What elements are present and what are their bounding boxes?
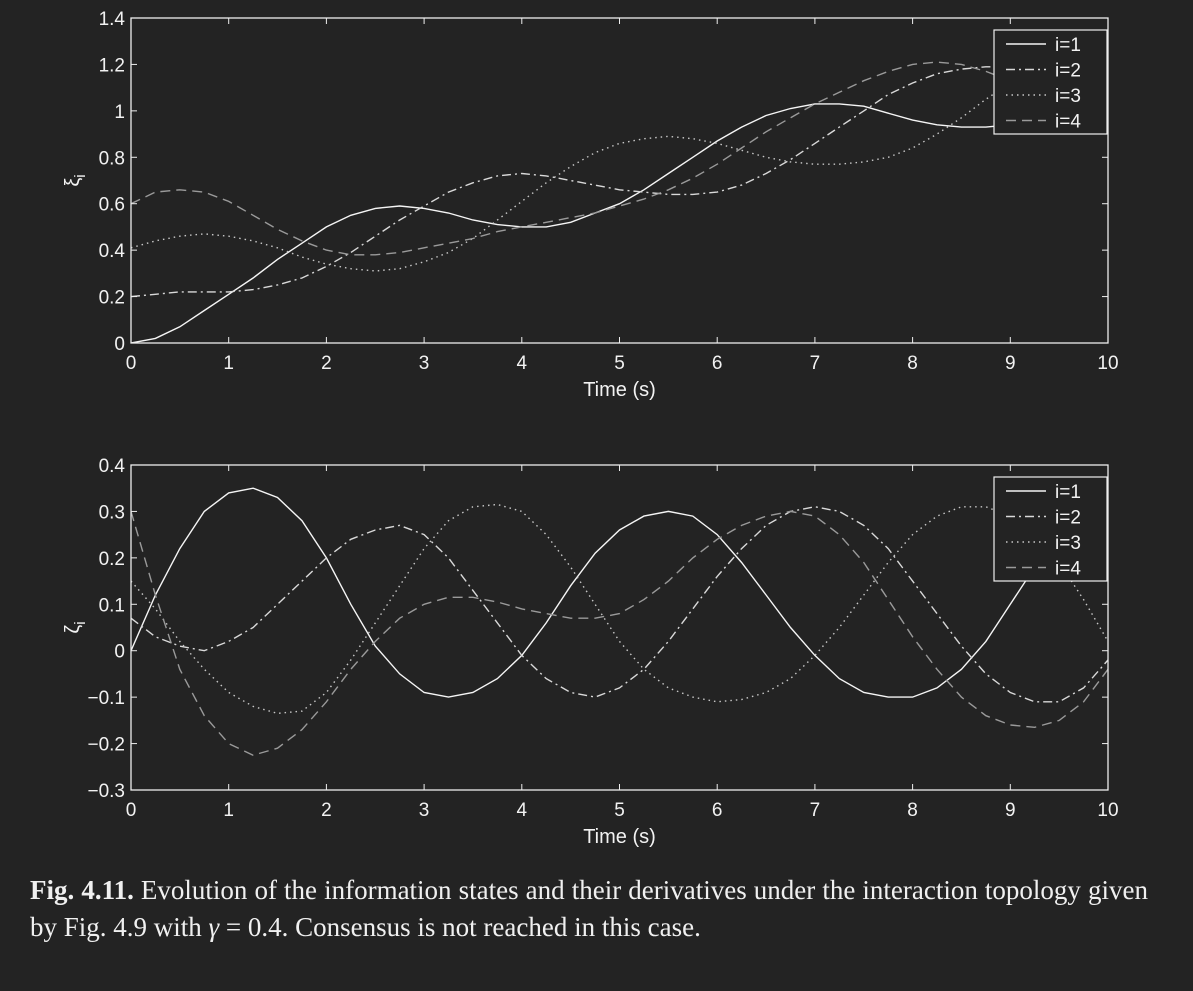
x-tick-label: 0 — [126, 353, 137, 374]
series-line-i=2 — [131, 506, 1108, 703]
series-line-i=1 — [131, 63, 1108, 343]
y-tick-label: 0 — [114, 642, 125, 663]
y-tick-label: 0.4 — [99, 456, 126, 477]
legend-label: i=1 — [1055, 482, 1081, 503]
x-tick-label: 1 — [223, 800, 234, 821]
plot-frame — [130, 17, 1109, 344]
y-tick-label: 0.4 — [99, 241, 126, 262]
legend-box — [993, 29, 1108, 135]
y-axis-label: ξi — [62, 174, 89, 186]
legend-box — [993, 476, 1108, 582]
x-tick-label: 6 — [712, 353, 723, 374]
y-tick-label: 1.4 — [99, 9, 126, 30]
x-tick-label: 7 — [810, 800, 821, 821]
figure-caption: Fig. 4.11. Evolution of the information … — [30, 872, 1148, 946]
legend-label: i=4 — [1055, 559, 1081, 580]
legend-label: i=3 — [1055, 533, 1081, 554]
legend-label: i=3 — [1055, 86, 1081, 107]
x-tick-label: 5 — [614, 353, 625, 374]
x-tick-label: 7 — [810, 353, 821, 374]
x-tick-label: 2 — [321, 353, 332, 374]
y-tick-label: 0.6 — [99, 195, 125, 216]
y-tick-label: 0.8 — [99, 148, 125, 169]
y-tick-label: 0.2 — [99, 549, 125, 570]
x-tick-label: 8 — [907, 800, 918, 821]
legend: i=1 i=2 i=3 i=4 — [993, 29, 1108, 135]
x-tick-label: 6 — [712, 800, 723, 821]
x-tick-label: 8 — [907, 353, 918, 374]
x-tick-label: 5 — [614, 800, 625, 821]
y-tick-label: 1.2 — [99, 55, 125, 76]
y-tick-label: 0.1 — [99, 595, 125, 616]
x-tick-label: 4 — [517, 353, 528, 374]
legend: i=1 i=2 i=3 i=4 — [993, 476, 1108, 582]
x-tick-label: 2 — [321, 800, 332, 821]
legend-label: i=2 — [1055, 61, 1081, 82]
caption-gamma: γ — [208, 912, 220, 942]
x-tick-label: 10 — [1097, 353, 1118, 374]
x-tick-label: 4 — [517, 800, 528, 821]
caption-label: Fig. 4.11. — [30, 875, 134, 905]
x-tick-label: 3 — [419, 353, 430, 374]
y-tick-label: 0.2 — [99, 288, 125, 309]
series-line-i=4 — [131, 61, 1108, 256]
y-axis-label: ζi — [62, 621, 89, 633]
chart-2: 0 1 2 3 4 5 6 7 8 9 10 −0.3 −0.2 −0.1 0 0.1 0.2 0.3 0.4 Tim… — [62, 456, 1119, 848]
y-tick-label: −0.2 — [87, 735, 125, 756]
series-line-i=3 — [131, 66, 1108, 272]
x-axis-label: Time (s) — [583, 826, 656, 848]
series-line-i=4 — [131, 510, 1108, 756]
series-line-i=1 — [131, 487, 1108, 698]
series-line-i=3 — [131, 503, 1108, 715]
plot-frame — [130, 464, 1109, 791]
y-tick-label: −0.1 — [87, 688, 125, 709]
x-axis-label: Time (s) — [583, 379, 656, 401]
legend-label: i=4 — [1055, 112, 1081, 133]
x-tick-label: 0 — [126, 800, 137, 821]
caption-text-end: = 0.4. Consensus is not reached in this … — [219, 912, 701, 942]
y-tick-label: 1 — [114, 102, 125, 123]
x-tick-label: 3 — [419, 800, 430, 821]
x-tick-label: 1 — [223, 353, 234, 374]
x-tick-label: 9 — [1005, 800, 1016, 821]
chart-1: 0 1 2 3 4 5 6 7 8 9 10 0 0.2 0.4 0.6 0.8 1 1.2 1.4 Time (s)… — [62, 9, 1119, 401]
y-tick-label: 0.3 — [99, 502, 125, 523]
caption-text-start: Evolution of the information states and … — [30, 875, 1148, 942]
y-tick-label: 0 — [114, 334, 125, 355]
x-tick-label: 9 — [1005, 353, 1016, 374]
legend-label: i=2 — [1055, 508, 1081, 529]
legend-label: i=1 — [1055, 35, 1081, 56]
y-tick-label: −0.3 — [87, 781, 125, 802]
x-tick-label: 10 — [1097, 800, 1118, 821]
series-line-i=2 — [131, 66, 1108, 298]
